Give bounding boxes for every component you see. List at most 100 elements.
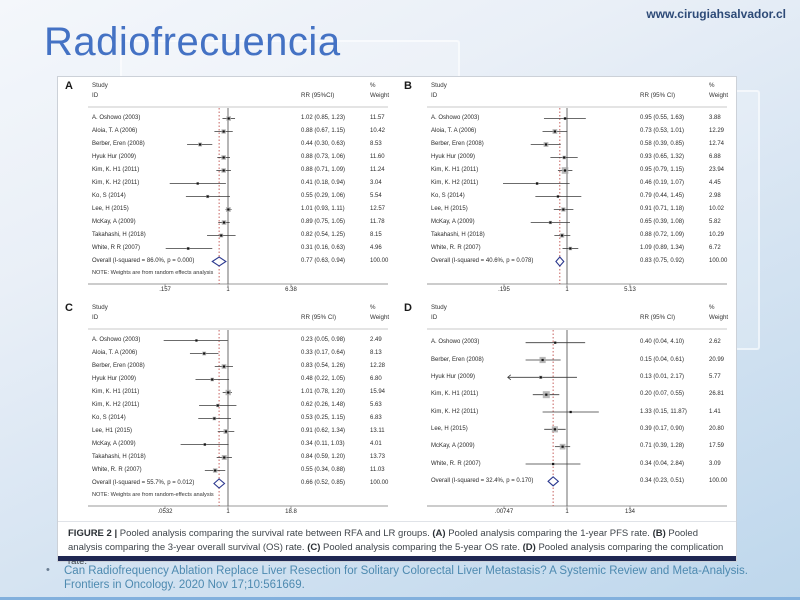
point-estimate-marker (544, 143, 548, 146)
point-estimate-marker (553, 428, 556, 431)
study-weight: 1.41 (709, 408, 721, 415)
point-estimate-marker (556, 195, 560, 198)
caption-segment: Pooled analysis comparing the complicati… (68, 541, 724, 567)
study-weight: 3.09 (709, 460, 721, 467)
study-label: Aloia, T. A (2006) (92, 350, 138, 356)
study-weight: 11.57 (370, 115, 385, 121)
point-estimate-marker (569, 247, 572, 250)
overall-diamond (211, 256, 227, 267)
figure-bottom-bar (58, 556, 736, 561)
study-weight: 11.03 (370, 467, 385, 473)
overall-rr-ci: 0.77 (0.63, 0.94) (301, 258, 346, 264)
study-rr-ci: 0.82 (0.54, 1.25) (301, 232, 346, 238)
panel-letter: C (65, 302, 73, 314)
study-label: A. Oshowo (2003) (92, 337, 141, 343)
panel-letter: D (404, 302, 412, 314)
caption-bold-label: (B) (652, 528, 669, 539)
study-weight: 12.28 (370, 363, 386, 369)
study-rr-ci: 0.15 (0.04, 0.61) (640, 356, 685, 363)
overall-label: Overall (I-squared = 40.6%, p = 0.078) (431, 258, 534, 264)
study-label: Lee, H (2015) (92, 206, 129, 212)
forest-graphics-a (88, 106, 388, 287)
study-rr-ci: 0.20 (0.07, 0.55) (640, 391, 685, 398)
point-estimate-marker (223, 456, 226, 459)
study-rr-ci: 0.40 (0.04, 4.10) (640, 339, 685, 346)
study-label: McKay, A (2009) (92, 441, 136, 447)
study-rr-ci: 0.13 (0.01, 2.17) (640, 373, 685, 380)
study-weight: 2.49 (370, 337, 382, 343)
col-header-id: ID (92, 314, 99, 321)
study-rr-ci: 0.44 (0.30, 0.63) (301, 141, 346, 147)
study-weight: 4.96 (370, 245, 382, 251)
study-rr-ci: 0.91 (0.71, 1.18) (640, 206, 685, 212)
study-weight: 4.45 (709, 180, 721, 186)
weights-note: NOTE: Weights are from random-effects an… (92, 492, 214, 498)
point-estimate-marker (214, 469, 217, 472)
study-label: White, R. R (2007) (92, 467, 142, 473)
study-weight: 11.78 (370, 219, 385, 225)
study-rr-ci: 0.34 (0.11, 1.03) (301, 441, 345, 447)
study-label: Kim, K. H1 (2011) (431, 167, 479, 173)
study-label: Hyuk Hur (2009) (431, 373, 476, 380)
study-label: A. Oshowo (2003) (431, 339, 480, 346)
overall-label: Overall (I-squared = 86.0%, p = 0.000) (92, 258, 195, 264)
study-weight: 13.11 (370, 428, 385, 434)
study-rr-ci: 1.01 (0.93, 1.11) (301, 206, 345, 212)
point-estimate-marker (554, 341, 557, 344)
study-label: Kim, K. H1 (2011) (431, 391, 479, 398)
col-header-weight: Weight (709, 314, 729, 321)
point-estimate-marker (187, 247, 190, 250)
study-weight: 11.24 (370, 167, 385, 173)
study-weight: 10.42 (370, 128, 386, 134)
study-rr-ci: 0.41 (0.18, 0.94) (301, 180, 346, 186)
point-estimate-marker (206, 195, 209, 198)
point-estimate-marker (563, 169, 567, 172)
overall-label: Overall (I-squared = 32.4%, p = 0.170) (431, 477, 534, 484)
col-header-pct: % (370, 304, 376, 311)
study-rr-ci: 0.95 (0.79, 1.15) (640, 167, 685, 173)
study-rr-ci: 0.31 (0.16, 0.63) (301, 245, 346, 251)
study-weight: 11.60 (370, 154, 385, 160)
study-label: Berber, Eren (2008) (431, 141, 484, 147)
study-weight: 26.81 (709, 391, 725, 398)
slide-bottom-rule (0, 597, 800, 600)
study-label: Hyuk Hur (2009) (92, 154, 137, 160)
study-label: White, R. R (2007) (431, 460, 481, 467)
point-estimate-marker (552, 462, 555, 466)
x-tick-label: 6.38 (285, 287, 297, 293)
study-label: Kim, K. H2 (2011) (431, 408, 479, 415)
study-weight: 3.88 (709, 115, 721, 121)
x-tick-label: 134 (624, 509, 636, 515)
study-rr-ci: 0.79 (0.44, 1.45) (640, 193, 685, 199)
point-estimate-marker (569, 410, 572, 414)
study-weight: 20.80 (709, 425, 725, 432)
col-header-weight: Weight (370, 92, 390, 99)
study-rr-ci: 1.09 (0.89, 1.34) (640, 245, 685, 251)
study-label: Ko, S (2014) (92, 415, 126, 421)
study-rr-ci: 0.71 (0.39, 1.28) (640, 443, 685, 450)
study-weight: 8.15 (370, 232, 382, 238)
x-tick-label: .00747 (494, 509, 514, 515)
point-estimate-marker (553, 130, 556, 133)
study-weight: 5.77 (709, 373, 721, 380)
study-label: Lee, H (2015) (431, 425, 468, 432)
study-rr-ci: 0.34 (0.04, 2.84) (640, 460, 685, 467)
study-weight: 12.29 (709, 128, 725, 134)
study-weight: 6.83 (370, 415, 382, 421)
col-header-id: ID (431, 314, 438, 321)
caption-segment: Pooled analysis comparing the 3-year ove… (68, 528, 698, 553)
study-rr-ci: 0.88 (0.73, 1.06) (301, 154, 346, 160)
study-label: Berber, Eren (2008) (431, 356, 484, 363)
point-estimate-marker (196, 182, 199, 185)
study-weight: 4.01 (370, 441, 382, 447)
study-rr-ci: 0.46 (0.19, 1.07) (640, 180, 685, 186)
study-rr-ci: 0.48 (0.22, 1.05) (301, 376, 346, 382)
study-rr-ci: 0.73 (0.53, 1.01) (640, 128, 685, 134)
figure-caption: FIGURE 2 | Pooled analysis comparing the… (58, 521, 736, 567)
overall-weight: 100.00 (370, 258, 389, 264)
forest-panel-a: A. Oshowo (2003) 1.02 (0.85, 1.23) 11.57 Al… (58, 77, 397, 299)
col-header-pct: % (709, 304, 715, 311)
panel-letter: A (65, 80, 73, 92)
study-weight: 6.88 (709, 154, 721, 160)
study-label: A. Oshowo (2003) (431, 115, 480, 121)
